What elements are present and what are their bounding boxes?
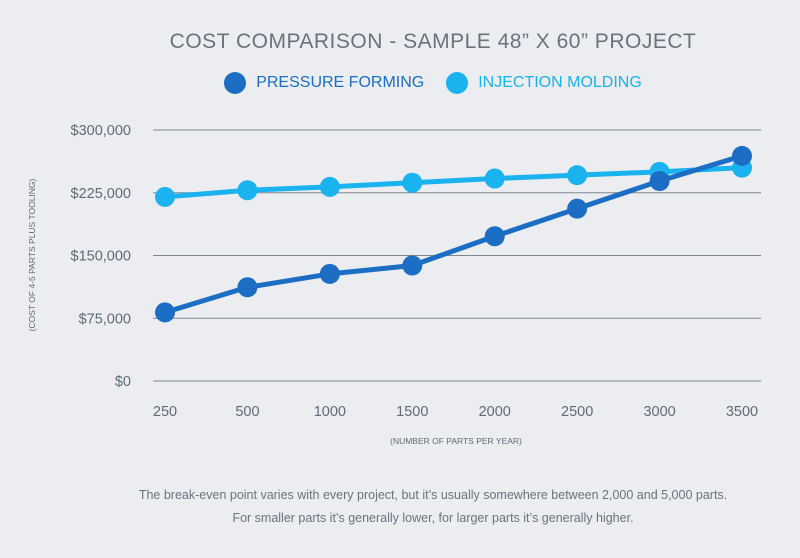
chart-title: COST COMPARISON - SAMPLE 48” X 60” PROJE… — [169, 30, 697, 53]
data-point-injection-molding — [319, 176, 340, 197]
series-layer — [155, 145, 752, 323]
series-line-injection-molding — [164, 165, 743, 200]
x-tick-label: 500 — [235, 404, 259, 420]
legend-item-pressure-forming: PRESSURE FORMING — [224, 72, 424, 94]
data-point-injection-molding — [155, 186, 175, 207]
y-tick-label: $300,000 — [71, 123, 131, 139]
data-point-injection-molding — [567, 165, 588, 186]
grid-lines — [153, 129, 761, 382]
y-axis-label: (COST OF 4-5 PARTS PLUS TOOLING) — [27, 178, 37, 331]
y-tick-label: $225,000 — [71, 186, 131, 202]
x-axis-label: (NUMBER OF PARTS PER YEAR) — [390, 436, 522, 446]
x-tick-label: 1000 — [314, 404, 346, 420]
y-tick-label: $75,000 — [79, 311, 131, 327]
legend-label-injection-molding: INJECTION MOLDING — [478, 74, 642, 91]
x-tick-label: 2000 — [479, 404, 511, 420]
data-point-pressure-forming — [649, 171, 670, 192]
data-point-pressure-forming — [319, 263, 340, 284]
legend-marker-injection-molding — [446, 72, 469, 94]
x-tick-label: 1500 — [396, 404, 428, 420]
x-tick-label: 3500 — [726, 404, 758, 420]
x-tick-label: 3000 — [643, 404, 675, 420]
data-point-injection-molding — [237, 180, 258, 201]
chart-legend: PRESSURE FORMING INJECTION MOLDING — [0, 72, 800, 94]
data-point-pressure-forming — [155, 302, 175, 323]
series-line-pressure-forming — [164, 153, 743, 315]
x-tick-label: 250 — [153, 404, 177, 420]
data-point-pressure-forming — [237, 277, 258, 298]
y-axis-ticks: $0 $75,000 $150,000 $225,000 $300,000 — [71, 123, 131, 390]
x-axis-ticks: 250 500 1000 1500 2000 2500 3000 3500 — [153, 404, 758, 420]
footnote: The break-even point varies with every p… — [0, 484, 800, 530]
legend-label-pressure-forming: PRESSURE FORMING — [256, 74, 425, 91]
legend-item-injection-molding: INJECTION MOLDING — [446, 72, 642, 94]
data-point-injection-molding — [402, 172, 423, 193]
footnote-line-1: The break-even point varies with every p… — [138, 488, 728, 502]
y-tick-label: $0 — [115, 374, 131, 390]
legend-marker-pressure-forming — [224, 72, 247, 94]
data-point-pressure-forming — [484, 226, 505, 247]
data-point-injection-molding — [484, 168, 505, 189]
x-tick-label: 2500 — [561, 404, 593, 420]
footnote-line-2: For smaller parts it’s generally lower, … — [232, 511, 634, 525]
y-tick-label: $150,000 — [71, 249, 131, 265]
data-point-pressure-forming — [732, 145, 752, 166]
data-point-pressure-forming — [567, 198, 588, 219]
data-point-pressure-forming — [402, 255, 423, 276]
